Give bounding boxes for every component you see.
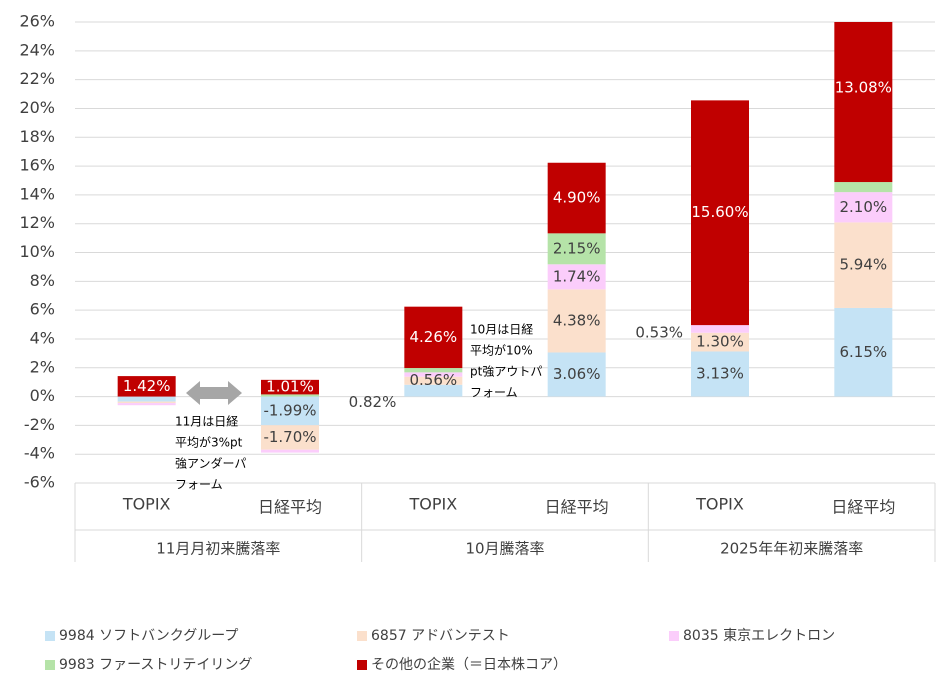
bar-segment [117, 401, 176, 404]
bar-segment [117, 403, 176, 406]
y-tick-label: -4% [24, 444, 55, 463]
y-tick-label: 24% [19, 40, 55, 59]
y-tick-label: 26% [19, 12, 55, 31]
annotation: pt強アウトパ [470, 365, 542, 379]
data-label: 6.15% [840, 343, 888, 361]
legend-swatch [357, 660, 367, 670]
y-tick-label: 20% [19, 98, 55, 117]
annotation: 平均が3%pt [175, 435, 243, 450]
grid: -6% -4% -2% 0% 2% 4% 6% 8% 10% 12% 14% 16% 18% 20% 22%… [19, 12, 936, 562]
bar-segment [691, 332, 749, 352]
data-label: 15.60% [691, 203, 748, 221]
y-tick-label: 2% [30, 357, 55, 376]
bar-segment [691, 100, 749, 326]
x-tick-label: 日経平均 [258, 498, 322, 517]
y-tick-label: 22% [19, 69, 55, 88]
y-tick-label: 0% [30, 386, 55, 405]
bar-segment [547, 289, 606, 353]
bar-segment [117, 396, 176, 402]
data-label: 4.26% [410, 328, 458, 346]
annotation: フォーム [470, 386, 518, 400]
bar-segment [834, 22, 893, 183]
x-tick-label: TOPIX [408, 495, 457, 514]
data-label: 1.01% [266, 378, 314, 396]
data-label: 13.08% [835, 79, 892, 97]
legend-swatch [357, 631, 367, 641]
legend-label: 8035 東京エレクトロン [683, 628, 835, 644]
y-tick-label: 18% [19, 127, 55, 146]
data-label: 0.82% [349, 393, 397, 411]
x-tick-label: 日経平均 [831, 498, 895, 517]
bar-segment [834, 182, 893, 193]
bar-segment [261, 396, 319, 426]
bar-segment [404, 376, 463, 385]
annotation: 強アンダーパ [175, 456, 246, 471]
bar-segment [547, 233, 606, 265]
data-label: 1.74% [553, 267, 601, 285]
y-tick-label: -2% [24, 415, 55, 434]
y-tick-label: 16% [19, 156, 55, 175]
bar-segment [261, 449, 319, 453]
legend-swatch [669, 631, 679, 641]
bar-segment [547, 162, 606, 234]
bar-segment [404, 368, 463, 373]
y-tick-label: -6% [24, 473, 55, 492]
data-label: 2.15% [553, 239, 601, 257]
legend-label: 9983 ファーストリテイリング [59, 657, 252, 673]
y-tick-label: 12% [19, 213, 55, 232]
legend-swatch [45, 660, 55, 670]
bar-segment [404, 372, 463, 377]
bar-segment [117, 376, 176, 397]
annotation: フォーム [175, 478, 223, 492]
bar-segment [404, 306, 463, 369]
x-tick-label: TOPIX [122, 495, 171, 514]
x-tick-label: 日経平均 [545, 498, 609, 517]
group-label: 10月騰落率 [465, 540, 544, 558]
annotation: 11月は日経 [175, 415, 238, 429]
bar-segment [834, 307, 893, 397]
bar-segment [691, 351, 749, 397]
data-label: 0.56% [410, 371, 458, 389]
legend-label: 9984 ソフトバンクグループ [59, 628, 238, 644]
bar-segment [404, 384, 463, 397]
data-label: -1.99% [263, 401, 316, 419]
annotation: 平均が10% [470, 343, 533, 358]
bars [117, 22, 893, 453]
labels: 1.42% -1.99% -1.70% 1.01% 0.82% 0.56% 4.26% 3.0… [45, 79, 892, 673]
bar-segment [691, 325, 749, 333]
bar-segment [834, 192, 893, 223]
group-label: 11月月初来騰落率 [156, 540, 280, 558]
y-tick-label: 8% [30, 271, 55, 290]
bar-segment [261, 425, 319, 450]
data-label: 4.38% [553, 311, 601, 329]
annotation: 10月は日経 [470, 323, 533, 337]
y-tick-label: 10% [19, 242, 55, 261]
data-label: 5.94% [840, 256, 888, 274]
double-arrow [186, 381, 242, 405]
data-label: 1.30% [696, 333, 744, 351]
bar-segment [261, 394, 319, 397]
data-label: 1.42% [123, 377, 171, 395]
legend-label: その他の企業（＝日本株コア） [371, 656, 567, 673]
y-tick-label: 6% [30, 300, 55, 319]
x-tick-label: TOPIX [695, 495, 744, 514]
data-label: 2.10% [840, 198, 888, 216]
y-tick-label: 14% [19, 184, 55, 203]
data-label: 3.06% [553, 365, 601, 383]
y-tick-label: 4% [30, 328, 55, 347]
data-label: 4.90% [553, 189, 601, 207]
group-label: 2025年年初来騰落率 [720, 540, 863, 558]
data-label: 0.53% [635, 323, 683, 341]
legend-swatch [45, 631, 55, 641]
bar-segment [547, 352, 606, 397]
legend-label: 6857 アドバンテスト [371, 628, 510, 644]
bar-segment [261, 379, 319, 395]
bar-segment [834, 222, 893, 308]
bar-segment [547, 264, 606, 290]
data-label: -1.70% [263, 428, 316, 446]
data-label: 3.13% [696, 365, 744, 383]
